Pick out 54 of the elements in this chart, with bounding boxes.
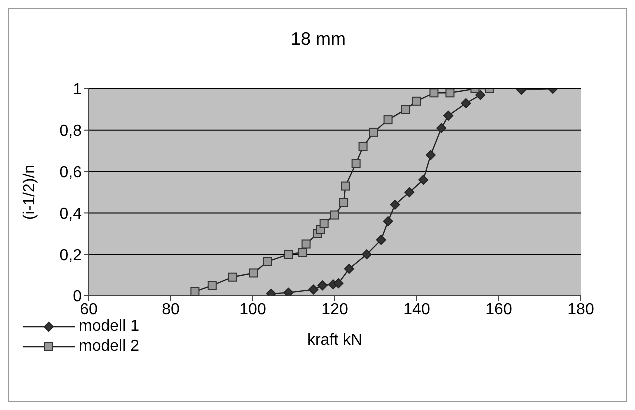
point [298, 248, 308, 258]
point [444, 110, 454, 121]
point [320, 219, 329, 228]
point [341, 182, 350, 191]
y-tick-label: 0,8 [60, 123, 82, 140]
point [376, 235, 386, 246]
point [352, 159, 361, 168]
x-tick-label: 80 [162, 301, 180, 318]
point [476, 90, 486, 100]
x-tick-label: 180 [568, 301, 594, 318]
point [318, 280, 328, 291]
y-tick-label: 0,4 [60, 206, 82, 223]
point [263, 257, 272, 266]
point [358, 142, 368, 152]
y-tick-label: 0,2 [60, 247, 82, 264]
point [330, 210, 340, 220]
x-tick-label: 120 [322, 301, 348, 318]
point [340, 198, 349, 208]
point [362, 250, 372, 260]
point [384, 116, 393, 125]
x-tick-label: 160 [486, 301, 512, 318]
x-tick-label: 140 [404, 301, 430, 318]
y-tick-label: 0 [73, 288, 82, 306]
y-tick-label: 0,6 [60, 164, 82, 182]
legend-label: modell 1 [79, 317, 140, 337]
y-axis-title: (i-1/2)/n [22, 164, 39, 220]
point [334, 278, 344, 289]
point [190, 287, 200, 296]
x-tick-label: 60 [80, 301, 98, 318]
point [302, 240, 311, 249]
point [284, 250, 294, 260]
point [249, 268, 258, 278]
point [208, 281, 217, 290]
point [412, 96, 422, 106]
point [369, 128, 378, 137]
point [426, 150, 436, 160]
point [228, 272, 237, 282]
point [308, 284, 319, 295]
point [383, 216, 394, 226]
point [446, 89, 455, 98]
point [344, 264, 354, 274]
point [461, 98, 472, 108]
point [284, 288, 294, 296]
point [390, 200, 400, 210]
x-axis-title: kraft kN [307, 332, 363, 349]
chart-title: 18 mm [290, 29, 347, 50]
point [404, 188, 415, 198]
y-tick-label: 1 [73, 82, 82, 99]
point [401, 105, 410, 114]
x-tick-label: 100 [240, 301, 266, 318]
point [436, 123, 447, 134]
point [418, 175, 429, 186]
point [430, 89, 439, 98]
legend-label: modell 2 [79, 337, 140, 357]
